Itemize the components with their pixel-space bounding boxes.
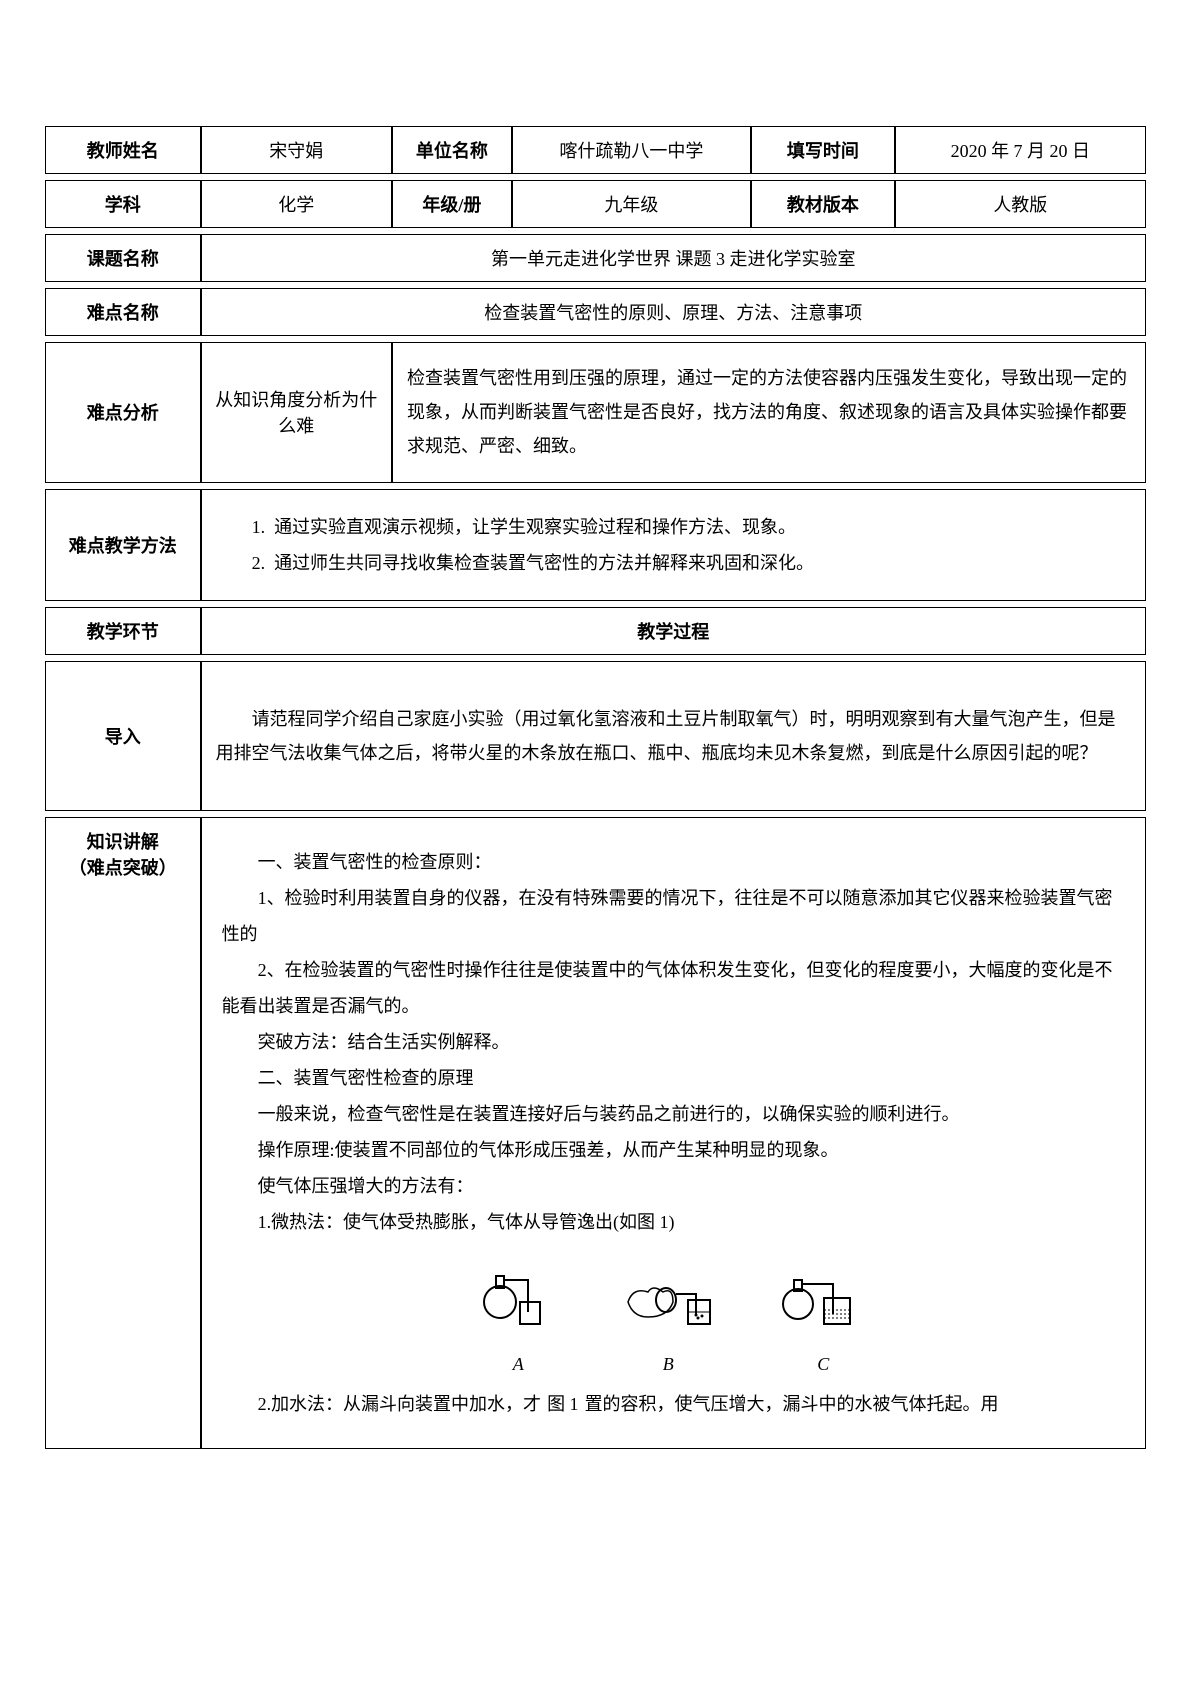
flask-a-icon xyxy=(478,1252,558,1332)
value-teacher: 宋守娟 xyxy=(201,126,392,174)
flask-b-icon xyxy=(618,1252,718,1332)
label-unit: 单位名称 xyxy=(392,126,512,174)
apparatus-a: A xyxy=(478,1252,558,1382)
intro-text: 请范程同学介绍自己家庭小实验（用过氧化氢溶液和土豆片制取氧气）时，明明观察到有大… xyxy=(201,661,1146,811)
s2-p1: 一般来说，检查气密性是在装置连接好后与装药品之前进行的，以确保实验的顺利进行。 xyxy=(222,1096,1125,1132)
label-grade: 年级/册 xyxy=(392,180,512,228)
flask-c-icon xyxy=(778,1252,868,1332)
value-date: 2020 年 7 月 20 日 xyxy=(895,126,1146,174)
analysis-text: 检查装置气密性用到压强的原理，通过一定的方法使容器内压强发生变化，导致出现一定的… xyxy=(392,342,1146,483)
s2-m2-b: 置的容积，使气压增大，漏斗中的水被气体托起。用 xyxy=(585,1386,999,1422)
analysis-row: 难点分析 从知识角度分析为什么难 检查装置气密性用到压强的原理，通过一定的方法使… xyxy=(45,342,1146,483)
method-item-2: 2. 通过师生共同寻找收集检查装置气密性的方法并解释来巩固和深化。 xyxy=(252,546,1131,580)
s2-m2-a: 2.加水法：从漏斗向装置中加水，才 xyxy=(222,1386,542,1422)
label-difficulty: 难点名称 xyxy=(45,288,201,336)
label-process-stage: 教学环节 xyxy=(45,607,201,655)
apparatus-c: C xyxy=(778,1252,868,1382)
knowledge-content: 一、装置气密性的检查原则： 1、检验时利用装置自身的仪器，在没有特殊需要的情况下… xyxy=(201,817,1146,1449)
s2-p3: 使气体压强增大的方法有： xyxy=(222,1168,1125,1204)
method-content: 1. 通过实验直观演示视频，让学生观察实验过程和操作方法、现象。 2. 通过师生… xyxy=(201,489,1146,601)
value-textbook: 人教版 xyxy=(895,180,1146,228)
s2-m1: 1.微热法：使气体受热膨胀，气体从导管逸出(如图 1) xyxy=(222,1204,1125,1240)
s1-p2: 2、在检验装置的气密性时操作往往是使装置中的气体体积发生变化，但变化的程度要小，… xyxy=(222,952,1125,1024)
label-date: 填写时间 xyxy=(751,126,895,174)
label-textbook: 教材版本 xyxy=(751,180,895,228)
knowledge-row: 知识讲解 （难点突破） 一、装置气密性的检查原则： 1、检验时利用装置自身的仪器… xyxy=(45,817,1146,1449)
header-row-4: 难点名称 检查装置气密性的原则、原理、方法、注意事项 xyxy=(45,288,1146,336)
figure-caption: 图 1 xyxy=(547,1386,579,1422)
analysis-sublabel: 从知识角度分析为什么难 xyxy=(201,342,392,483)
intro-row: 导入 请范程同学介绍自己家庭小实验（用过氧化氢溶液和土豆片制取氧气）时，明明观察… xyxy=(45,661,1146,811)
header-row-3: 课题名称 第一单元走进化学世界 课题 3 走进化学实验室 xyxy=(45,234,1146,282)
figure-1: A B xyxy=(222,1252,1125,1382)
s1-breakthrough: 突破方法：结合生活实例解释。 xyxy=(222,1024,1125,1060)
figure-label-c: C xyxy=(778,1346,868,1382)
value-difficulty: 检查装置气密性的原则、原理、方法、注意事项 xyxy=(201,288,1146,336)
label-intro: 导入 xyxy=(45,661,201,811)
label-knowledge: 知识讲解 （难点突破） xyxy=(45,817,201,1449)
process-header-row: 教学环节 教学过程 xyxy=(45,607,1146,655)
header-row-2: 学科 化学 年级/册 九年级 教材版本 人教版 xyxy=(45,180,1146,228)
apparatus-b: B xyxy=(618,1252,718,1382)
label-lesson: 课题名称 xyxy=(45,234,201,282)
figure-label-a: A xyxy=(478,1346,558,1382)
label-process: 教学过程 xyxy=(201,607,1146,655)
header-row-1: 教师姓名 宋守娟 单位名称 喀什疏勒八一中学 填写时间 2020 年 7 月 2… xyxy=(45,126,1146,174)
value-unit: 喀什疏勒八一中学 xyxy=(512,126,751,174)
s2-title: 二、装置气密性检查的原理 xyxy=(222,1060,1125,1096)
label-subject: 学科 xyxy=(45,180,201,228)
label-method: 难点教学方法 xyxy=(45,489,201,601)
label-teacher: 教师姓名 xyxy=(45,126,201,174)
method-row: 难点教学方法 1. 通过实验直观演示视频，让学生观察实验过程和操作方法、现象。 … xyxy=(45,489,1146,601)
s1-title: 一、装置气密性的检查原则： xyxy=(222,844,1125,880)
figure-label-b: B xyxy=(618,1346,718,1382)
s1-p1: 1、检验时利用装置自身的仪器，在没有特殊需要的情况下，往往是不可以随意添加其它仪… xyxy=(222,880,1125,952)
label-analysis: 难点分析 xyxy=(45,342,201,483)
lesson-plan-table: 教师姓名 宋守娟 单位名称 喀什疏勒八一中学 填写时间 2020 年 7 月 2… xyxy=(45,120,1146,1455)
value-grade: 九年级 xyxy=(512,180,751,228)
method-item-1: 1. 通过实验直观演示视频，让学生观察实验过程和操作方法、现象。 xyxy=(252,510,1131,544)
s2-p2: 操作原理:使装置不同部位的气体形成压强差，从而产生某种明显的现象。 xyxy=(222,1132,1125,1168)
value-subject: 化学 xyxy=(201,180,392,228)
value-lesson: 第一单元走进化学世界 课题 3 走进化学实验室 xyxy=(201,234,1146,282)
